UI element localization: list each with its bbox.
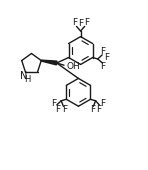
Text: F: F <box>100 62 105 71</box>
Text: F: F <box>62 105 67 114</box>
Text: F: F <box>96 105 102 114</box>
Text: F: F <box>55 105 60 114</box>
Polygon shape <box>41 60 57 65</box>
Text: H: H <box>24 75 31 84</box>
Text: F: F <box>72 18 77 27</box>
Text: F: F <box>84 18 89 27</box>
Text: F: F <box>104 53 109 62</box>
Text: F: F <box>100 47 105 56</box>
Text: F: F <box>51 99 56 108</box>
Text: F: F <box>90 105 95 114</box>
Text: OH: OH <box>66 62 80 71</box>
Text: F: F <box>100 99 105 108</box>
Text: F: F <box>78 19 83 28</box>
Text: N: N <box>20 71 27 81</box>
